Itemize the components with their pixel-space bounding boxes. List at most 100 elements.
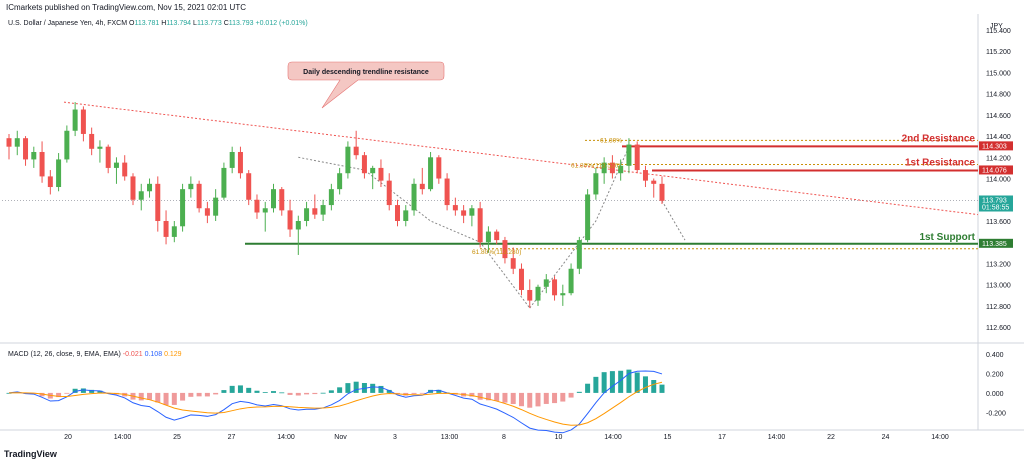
ohlc-c-label: C	[223, 20, 229, 27]
macd-hist-bar	[576, 391, 582, 393]
price-tick: 115.200	[986, 49, 1011, 56]
fib-label-upper: 61.80%	[600, 137, 622, 144]
candle-body	[527, 289, 533, 301]
candle-body	[436, 157, 442, 179]
macd-hist-bar	[89, 389, 95, 393]
macd-hist-bar	[221, 390, 227, 393]
time-tick: 13:00	[441, 434, 459, 441]
macd-hist-bar	[6, 392, 12, 394]
candle-body	[64, 130, 70, 160]
macd-hist-bar	[651, 380, 657, 393]
brand-text: TradingView	[4, 449, 57, 459]
candle-body	[337, 173, 343, 190]
candle-body	[80, 109, 86, 134]
resistance-2-label: 2nd Resistance	[902, 133, 976, 144]
signal-line	[8, 381, 663, 426]
candle-body	[31, 151, 37, 160]
time-tick: 14:00	[277, 434, 295, 441]
candle-body	[444, 178, 450, 206]
macd-hist-bar	[609, 371, 615, 393]
candle-body	[361, 155, 367, 174]
price-axis: 115.400 115.200 115.000 114.800 114.600 114.4…	[64, 23, 1013, 441]
candle-body	[262, 208, 268, 213]
price-tag-text: 113.793	[982, 198, 1007, 205]
symbol-name: U.S. Dollar / Japanese Yen, 4h, FXCM	[8, 20, 128, 27]
candle-body	[345, 146, 351, 174]
macd-tick: -0.200	[986, 410, 1006, 417]
candle-body	[105, 146, 111, 168]
candle-body	[634, 144, 640, 171]
macd-hist-bar	[659, 384, 665, 393]
candle-body	[138, 191, 144, 200]
macd-hist-bar	[370, 383, 376, 393]
price-tick: 115.000	[986, 70, 1011, 77]
macd-hist-bar	[626, 369, 632, 393]
macd-hist-bar	[337, 387, 343, 393]
support-1-label: 1st Support	[919, 232, 975, 243]
macd-hist-bar	[213, 392, 219, 395]
time-tick: 20	[64, 434, 72, 441]
candle-body	[461, 210, 467, 216]
resistance-1-label: 1st Resistance	[905, 157, 975, 168]
macd-hist-bar	[237, 385, 243, 393]
macd-hist-bar	[502, 392, 508, 403]
price-tag-resistance	[979, 141, 1013, 151]
macd-name: MACD (12, 26, close, 9, EMA, EMA)	[8, 351, 121, 358]
macd-hist-bar	[510, 392, 516, 405]
macd-hist-bar	[64, 392, 70, 394]
annotations: Daily descending trendline resistance 2nd…	[287, 61, 976, 256]
candle-body	[147, 183, 153, 192]
ohlc-o-label: O	[129, 20, 135, 27]
candle-body	[130, 176, 136, 200]
candle-body	[47, 176, 53, 188]
candle-body	[188, 183, 194, 190]
time-tick: 24	[882, 434, 890, 441]
time-tick: 25	[173, 434, 181, 441]
macd-hist-bar	[601, 372, 607, 393]
macd-hist-bar	[419, 392, 425, 394]
ohlc-l-label: L	[193, 20, 197, 27]
price-tick: 114.200	[986, 155, 1011, 162]
time-tick: 15	[664, 434, 672, 441]
macd-hist-value: -0.021	[122, 351, 143, 358]
macd-hist-bar	[39, 392, 45, 397]
overlay-lines	[2, 101, 979, 309]
macd-hist-bar	[378, 385, 384, 393]
macd-hist-bar	[262, 392, 268, 393]
ohlc-h: 113.794	[166, 20, 192, 27]
price-tag-text: 114.303	[982, 143, 1007, 150]
candle-body	[370, 167, 376, 174]
candle-body	[122, 162, 128, 177]
time-tick: 14:00	[931, 434, 949, 441]
macd-tick: 0.200	[986, 371, 1004, 378]
candle-body	[651, 180, 657, 184]
macd-hist-bar	[518, 392, 524, 407]
price-tag-text: 114.076	[982, 167, 1007, 174]
candle-body	[477, 208, 483, 243]
time-tick: Nov	[334, 434, 347, 441]
candle-body	[304, 208, 310, 221]
macd-hist-bar	[469, 392, 475, 397]
symbol-legend: U.S. Dollar / Japanese Yen, 4h, FXCM O 11…	[8, 20, 308, 27]
candle-body	[411, 183, 417, 211]
price-tick: 114.400	[986, 134, 1011, 141]
price-tag-text: 113.385	[982, 241, 1007, 248]
candle-body	[518, 268, 524, 290]
price-tag-resistance	[979, 165, 1013, 175]
candle-body	[14, 138, 20, 147]
descending-trendline	[63, 101, 979, 216]
macd-hist-bar	[477, 392, 483, 400]
candle-body	[113, 162, 119, 168]
candle-body	[452, 205, 458, 211]
candle-body	[237, 151, 243, 174]
time-tick: 10	[555, 434, 563, 441]
macd-hist-bar	[229, 385, 235, 393]
candle-body	[56, 159, 62, 188]
macd-hist-bar	[328, 390, 334, 393]
fib-label-middle: 61.80%(113.526)	[571, 162, 620, 169]
macd-hist-bar	[97, 390, 103, 393]
time-tick: 3	[393, 434, 397, 441]
candle-body	[254, 199, 260, 213]
macd-hist-bar	[494, 392, 500, 401]
candle-body	[601, 162, 607, 174]
